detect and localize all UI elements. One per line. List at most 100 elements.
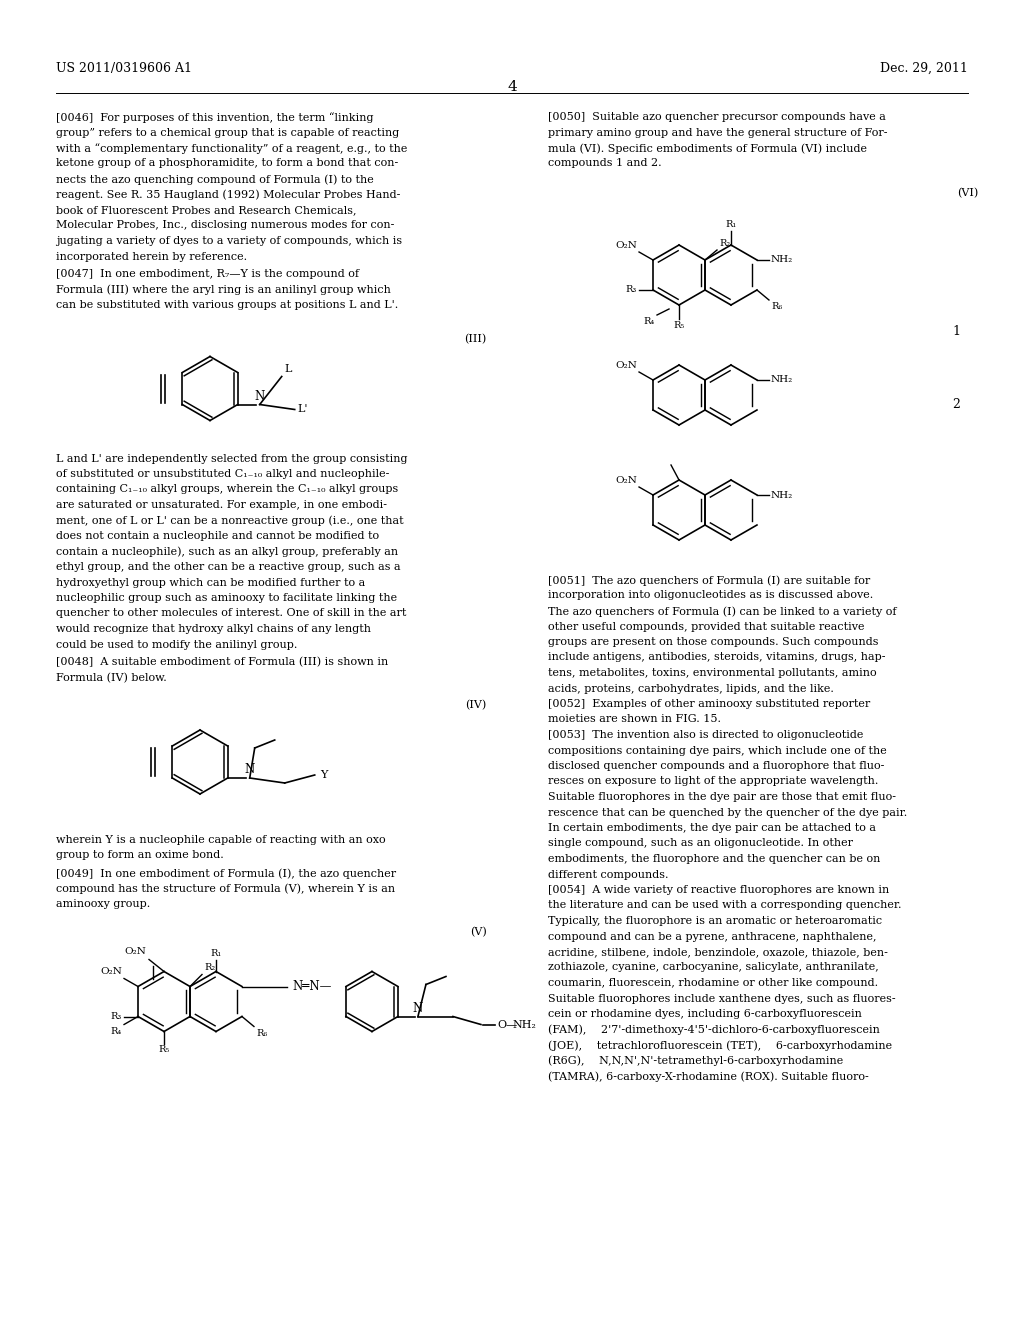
- Text: Molecular Probes, Inc., disclosing numerous modes for con-: Molecular Probes, Inc., disclosing numer…: [56, 220, 394, 231]
- Text: In certain embodiments, the dye pair can be attached to a: In certain embodiments, the dye pair can…: [548, 822, 876, 833]
- Text: [0054]  A wide variety of reactive fluorophores are known in: [0054] A wide variety of reactive fluoro…: [548, 884, 889, 895]
- Text: coumarin, fluorescein, rhodamine or other like compound.: coumarin, fluorescein, rhodamine or othe…: [548, 978, 878, 987]
- Text: resces on exposure to light of the appropriate wavelength.: resces on exposure to light of the appro…: [548, 776, 879, 787]
- Text: N: N: [413, 1002, 423, 1015]
- Text: (VI): (VI): [956, 187, 978, 198]
- Text: moieties are shown in FIG. 15.: moieties are shown in FIG. 15.: [548, 714, 721, 725]
- Text: the literature and can be used with a corresponding quencher.: the literature and can be used with a co…: [548, 900, 901, 911]
- Text: nucleophilic group such as aminooxy to facilitate linking the: nucleophilic group such as aminooxy to f…: [56, 593, 397, 603]
- Text: US 2011/0319606 A1: US 2011/0319606 A1: [56, 62, 193, 75]
- Text: tens, metabolites, toxins, environmental pollutants, amino: tens, metabolites, toxins, environmental…: [548, 668, 877, 678]
- Text: hydroxyethyl group which can be modified further to a: hydroxyethyl group which can be modified…: [56, 578, 366, 587]
- Text: Dec. 29, 2011: Dec. 29, 2011: [880, 62, 968, 75]
- Text: ment, one of L or L' can be a nonreactive group (i.e., one that: ment, one of L or L' can be a nonreactiv…: [56, 516, 403, 527]
- Text: Suitable fluorophores include xanthene dyes, such as fluores-: Suitable fluorophores include xanthene d…: [548, 994, 895, 1003]
- Text: disclosed quencher compounds and a fluorophore that fluo-: disclosed quencher compounds and a fluor…: [548, 762, 884, 771]
- Text: incorporation into oligonucleotides as is discussed above.: incorporation into oligonucleotides as i…: [548, 590, 873, 601]
- Text: single compound, such as an oligonucleotide. In other: single compound, such as an oligonucleot…: [548, 838, 853, 849]
- Text: ketone group of a phosphoramidite, to form a bond that con-: ketone group of a phosphoramidite, to fo…: [56, 158, 398, 169]
- Text: incorporated herein by reference.: incorporated herein by reference.: [56, 252, 248, 261]
- Text: Suitable fluorophores in the dye pair are those that emit fluo-: Suitable fluorophores in the dye pair ar…: [548, 792, 896, 803]
- Text: R₃: R₃: [111, 1012, 122, 1020]
- Text: could be used to modify the anilinyl group.: could be used to modify the anilinyl gro…: [56, 639, 298, 649]
- Text: compound and can be a pyrene, anthracene, naphthalene,: compound and can be a pyrene, anthracene…: [548, 932, 877, 941]
- Text: O₂N: O₂N: [615, 360, 637, 370]
- Text: Y: Y: [319, 770, 327, 780]
- Text: primary amino group and have the general structure of For-: primary amino group and have the general…: [548, 128, 888, 137]
- Text: jugating a variety of dyes to a variety of compounds, which is: jugating a variety of dyes to a variety …: [56, 236, 402, 246]
- Text: O₂N: O₂N: [615, 477, 637, 484]
- Text: O₂N: O₂N: [100, 968, 122, 977]
- Text: ethyl group, and the other can be a reactive group, such as a: ethyl group, and the other can be a reac…: [56, 562, 401, 572]
- Text: Formula (IV) below.: Formula (IV) below.: [56, 672, 167, 682]
- Text: [0046]  For purposes of this invention, the term “linking: [0046] For purposes of this invention, t…: [56, 112, 374, 123]
- Text: [0051]  The azo quenchers of Formula (I) are suitable for: [0051] The azo quenchers of Formula (I) …: [548, 576, 870, 586]
- Text: include antigens, antibodies, steroids, vitamins, drugs, hap-: include antigens, antibodies, steroids, …: [548, 652, 886, 663]
- Text: (R6G),  N,N,N',N'-tetramethyl-6-carboxyrhodamine: (R6G), N,N,N',N'-tetramethyl-6-carboxyrh…: [548, 1056, 843, 1067]
- Text: [0048]  A suitable embodiment of Formula (III) is shown in: [0048] A suitable embodiment of Formula …: [56, 657, 388, 668]
- Text: compositions containing dye pairs, which include one of the: compositions containing dye pairs, which…: [548, 746, 887, 755]
- Text: acids, proteins, carbohydrates, lipids, and the like.: acids, proteins, carbohydrates, lipids, …: [548, 684, 834, 693]
- Text: does not contain a nucleophile and cannot be modified to: does not contain a nucleophile and canno…: [56, 531, 380, 541]
- Text: nects the azo quenching compound of Formula (I) to the: nects the azo quenching compound of Form…: [56, 174, 374, 185]
- Text: contain a nucleophile), such as an alkyl group, preferably an: contain a nucleophile), such as an alkyl…: [56, 546, 398, 557]
- Text: O₂N: O₂N: [124, 948, 146, 957]
- Text: compounds 1 and 2.: compounds 1 and 2.: [548, 158, 662, 169]
- Text: are saturated or unsaturated. For example, in one embodi-: are saturated or unsaturated. For exampl…: [56, 500, 387, 510]
- Text: L and L' are independently selected from the group consisting: L and L' are independently selected from…: [56, 454, 408, 463]
- Text: groups are present on those compounds. Such compounds: groups are present on those compounds. S…: [548, 638, 879, 647]
- Text: [0050]  Suitable azo quencher precursor compounds have a: [0050] Suitable azo quencher precursor c…: [548, 112, 886, 121]
- Text: zothiazole, cyanine, carbocyanine, salicylate, anthranilate,: zothiazole, cyanine, carbocyanine, salic…: [548, 962, 879, 973]
- Text: 4: 4: [507, 81, 517, 94]
- Text: O₂N: O₂N: [615, 242, 637, 249]
- Text: R₃: R₃: [626, 285, 637, 294]
- Text: The azo quenchers of Formula (I) can be linked to a variety of: The azo quenchers of Formula (I) can be …: [548, 606, 896, 616]
- Text: L: L: [285, 363, 292, 374]
- Text: NH₂: NH₂: [771, 256, 794, 264]
- Text: Typically, the fluorophore is an aromatic or heteroaromatic: Typically, the fluorophore is an aromati…: [548, 916, 882, 927]
- Text: O—: O—: [497, 1019, 517, 1030]
- Text: acridine, stilbene, indole, benzindole, oxazole, thiazole, ben-: acridine, stilbene, indole, benzindole, …: [548, 946, 888, 957]
- Text: (III): (III): [464, 334, 486, 343]
- Text: R₂: R₂: [204, 964, 215, 973]
- Text: containing C₁₋₁₀ alkyl groups, wherein the C₁₋₁₀ alkyl groups: containing C₁₋₁₀ alkyl groups, wherein t…: [56, 484, 398, 495]
- Text: NH₂: NH₂: [771, 375, 794, 384]
- Text: different compounds.: different compounds.: [548, 870, 669, 879]
- Text: NH₂: NH₂: [513, 1019, 537, 1030]
- Text: rescence that can be quenched by the quencher of the dye pair.: rescence that can be quenched by the que…: [548, 808, 907, 817]
- Text: book of Fluorescent Probes and Research Chemicals,: book of Fluorescent Probes and Research …: [56, 205, 356, 215]
- Text: R₆: R₆: [771, 302, 782, 312]
- Text: R₄: R₄: [111, 1027, 122, 1035]
- Text: mula (VI). Specific embodiments of Formula (VI) include: mula (VI). Specific embodiments of Formu…: [548, 143, 867, 153]
- Text: N═N—: N═N—: [292, 979, 332, 993]
- Text: embodiments, the fluorophore and the quencher can be on: embodiments, the fluorophore and the que…: [548, 854, 881, 865]
- Text: R₄: R₄: [644, 317, 655, 326]
- Text: [0047]  In one embodiment, R₇—Y is the compound of: [0047] In one embodiment, R₇—Y is the co…: [56, 269, 359, 279]
- Text: [0052]  Examples of other aminooxy substituted reporter: [0052] Examples of other aminooxy substi…: [548, 700, 870, 709]
- Text: R₅: R₅: [674, 321, 685, 330]
- Text: N: N: [255, 389, 265, 403]
- Text: group” refers to a chemical group that is capable of reacting: group” refers to a chemical group that i…: [56, 128, 399, 137]
- Text: N: N: [245, 763, 255, 776]
- Text: R₆: R₆: [256, 1028, 267, 1038]
- Text: L': L': [298, 404, 308, 414]
- Text: with a “complementary functionality” of a reagent, e.g., to the: with a “complementary functionality” of …: [56, 143, 408, 154]
- Text: (JOE),  tetrachlorofluorescein (TET),  6-carboxyrhodamine: (JOE), tetrachlorofluorescein (TET), 6-c…: [548, 1040, 892, 1051]
- Text: Formula (III) where the aryl ring is an anilinyl group which: Formula (III) where the aryl ring is an …: [56, 285, 391, 296]
- Text: compound has the structure of Formula (V), wherein Y is an: compound has the structure of Formula (V…: [56, 883, 395, 894]
- Text: of substituted or unsubstituted C₁₋₁₀ alkyl and nucleophile-: of substituted or unsubstituted C₁₋₁₀ al…: [56, 469, 390, 479]
- Text: NH₂: NH₂: [771, 491, 794, 499]
- Text: group to form an oxime bond.: group to form an oxime bond.: [56, 850, 224, 861]
- Text: can be substituted with various groups at positions L and L'.: can be substituted with various groups a…: [56, 300, 398, 310]
- Text: quencher to other molecules of interest. One of skill in the art: quencher to other molecules of interest.…: [56, 609, 407, 619]
- Text: aminooxy group.: aminooxy group.: [56, 899, 151, 909]
- Text: R₂: R₂: [719, 239, 730, 248]
- Text: R₁: R₁: [210, 949, 221, 957]
- Text: (V): (V): [470, 927, 486, 937]
- Text: reagent. See R. 35 Haugland (1992) Molecular Probes Hand-: reagent. See R. 35 Haugland (1992) Molec…: [56, 190, 400, 201]
- Text: [0053]  The invention also is directed to oligonucleotide: [0053] The invention also is directed to…: [548, 730, 863, 741]
- Text: 1: 1: [952, 325, 961, 338]
- Text: (IV): (IV): [465, 700, 486, 710]
- Text: (TAMRA), 6-carboxy-X-rhodamine (ROX). Suitable fluoro-: (TAMRA), 6-carboxy-X-rhodamine (ROX). Su…: [548, 1071, 868, 1081]
- Text: 2: 2: [952, 399, 961, 412]
